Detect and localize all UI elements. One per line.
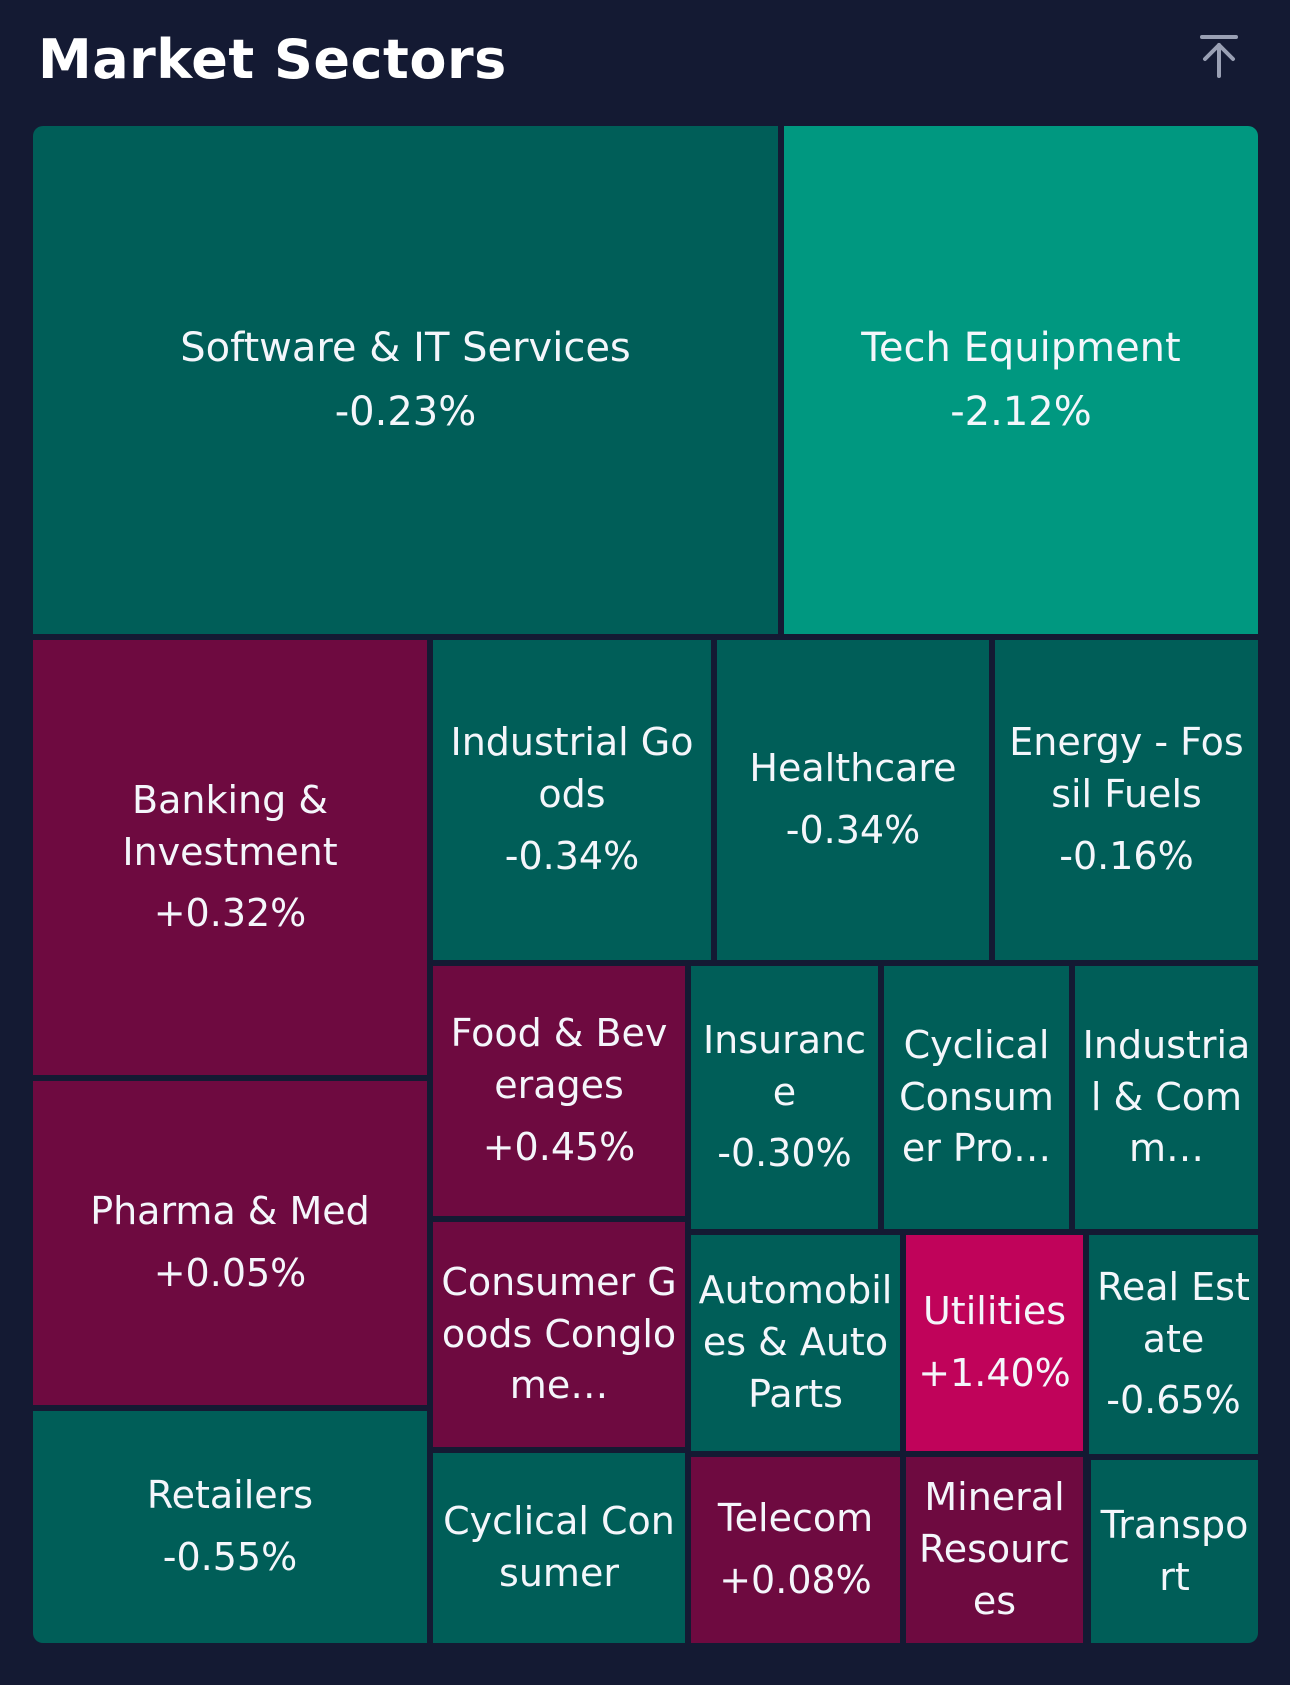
sector-tile-industrial-commercial[interactable]: Industrial & Comm… <box>1075 966 1258 1229</box>
sector-change: -0.23% <box>334 389 477 435</box>
sector-change: -0.34% <box>785 808 921 852</box>
sector-tile-real-estate[interactable]: Real Estate -0.65% <box>1089 1235 1258 1454</box>
sector-name: Insurance <box>702 1017 867 1114</box>
sector-tile-utilities[interactable]: Utilities +1.40% <box>906 1235 1083 1451</box>
sector-change: -0.55% <box>162 1535 298 1579</box>
sector-tile-mineral-resources[interactable]: Mineral Resources <box>906 1457 1083 1643</box>
sector-name: Pharma & Med <box>90 1189 370 1234</box>
page-title: Market Sectors <box>38 28 507 91</box>
sector-tile-energy-fossil-fuels[interactable]: Energy - Fossil Fuels -0.16% <box>995 640 1258 960</box>
sector-tile-telecom[interactable]: Telecom +0.08% <box>691 1457 900 1643</box>
sector-name: Software & IT Services <box>180 324 631 371</box>
collapse-button[interactable] <box>1192 26 1246 86</box>
sector-tile-cyclical-consumer-products[interactable]: Cyclical Consumer Pro… <box>884 966 1069 1229</box>
sector-tile-retailers[interactable]: Retailers -0.55% <box>33 1411 427 1643</box>
sector-treemap: Software & IT Services -0.23% Tech Equipme… <box>33 126 1258 1643</box>
sector-tile-insurance[interactable]: Insurance -0.30% <box>691 966 878 1229</box>
sector-tile-transport[interactable]: Transport <box>1091 1460 1258 1643</box>
sector-change: -0.34% <box>504 833 640 878</box>
sector-tile-food-beverages[interactable]: Food & Beverages +0.45% <box>433 966 685 1216</box>
sector-name: Industrial & Comm… <box>1082 1022 1251 1171</box>
sector-name: Industrial Goods <box>450 720 694 817</box>
sector-change: -0.30% <box>717 1131 852 1176</box>
sector-change: +0.45% <box>482 1124 636 1169</box>
sector-name: Tech Equipment <box>861 324 1181 371</box>
sector-tile-automobiles-auto-parts[interactable]: Automobiles & Auto Parts <box>691 1235 900 1451</box>
collapse-to-top-icon <box>1200 35 1238 78</box>
sector-change: -2.12% <box>950 389 1092 435</box>
sector-name: Energy - Fossil Fuels <box>1009 720 1244 817</box>
sector-tile-tech-equipment[interactable]: Tech Equipment -2.12% <box>784 126 1258 634</box>
sector-tile-software-it-services[interactable]: Software & IT Services -0.23% <box>33 126 778 634</box>
sector-name: Retailers <box>146 1473 314 1518</box>
sector-name: Healthcare <box>749 746 957 791</box>
sector-change: +0.05% <box>153 1251 307 1295</box>
sector-tile-industrial-goods[interactable]: Industrial Goods -0.34% <box>433 640 711 960</box>
sector-tile-healthcare[interactable]: Healthcare -0.34% <box>717 640 989 960</box>
sector-change: +0.08% <box>719 1558 872 1602</box>
sector-name: Food & Beverages <box>450 1011 668 1108</box>
sector-name: Transport <box>1100 1502 1249 1599</box>
sector-change: -0.65% <box>1106 1378 1241 1423</box>
sector-name: Consumer Goods Conglome… <box>441 1259 677 1408</box>
sector-name: Cyclical Consumer <box>443 1499 675 1595</box>
sector-tile-pharma-med[interactable]: Pharma & Med +0.05% <box>33 1081 427 1405</box>
sector-name: Real Estate <box>1097 1264 1250 1361</box>
sector-name: Banking & Investment <box>122 777 338 874</box>
sector-tile-consumer-goods-conglomerates[interactable]: Consumer Goods Conglome… <box>433 1222 685 1447</box>
sector-change: +1.40% <box>918 1351 1071 1395</box>
sector-name: Automobiles & Auto Parts <box>698 1268 893 1416</box>
sector-name: Cyclical Consumer Pro… <box>899 1022 1054 1171</box>
sector-change: -0.16% <box>1059 833 1194 878</box>
sector-change: +0.32% <box>153 891 307 936</box>
sector-name: Telecom <box>717 1496 874 1541</box>
sector-name: Utilities <box>922 1289 1067 1334</box>
sector-name: Mineral Resources <box>919 1475 1070 1623</box>
sector-tile-banking-investment[interactable]: Banking & Investment +0.32% <box>33 640 427 1075</box>
sector-tile-cyclical-consumer[interactable]: Cyclical Consumer <box>433 1453 685 1643</box>
